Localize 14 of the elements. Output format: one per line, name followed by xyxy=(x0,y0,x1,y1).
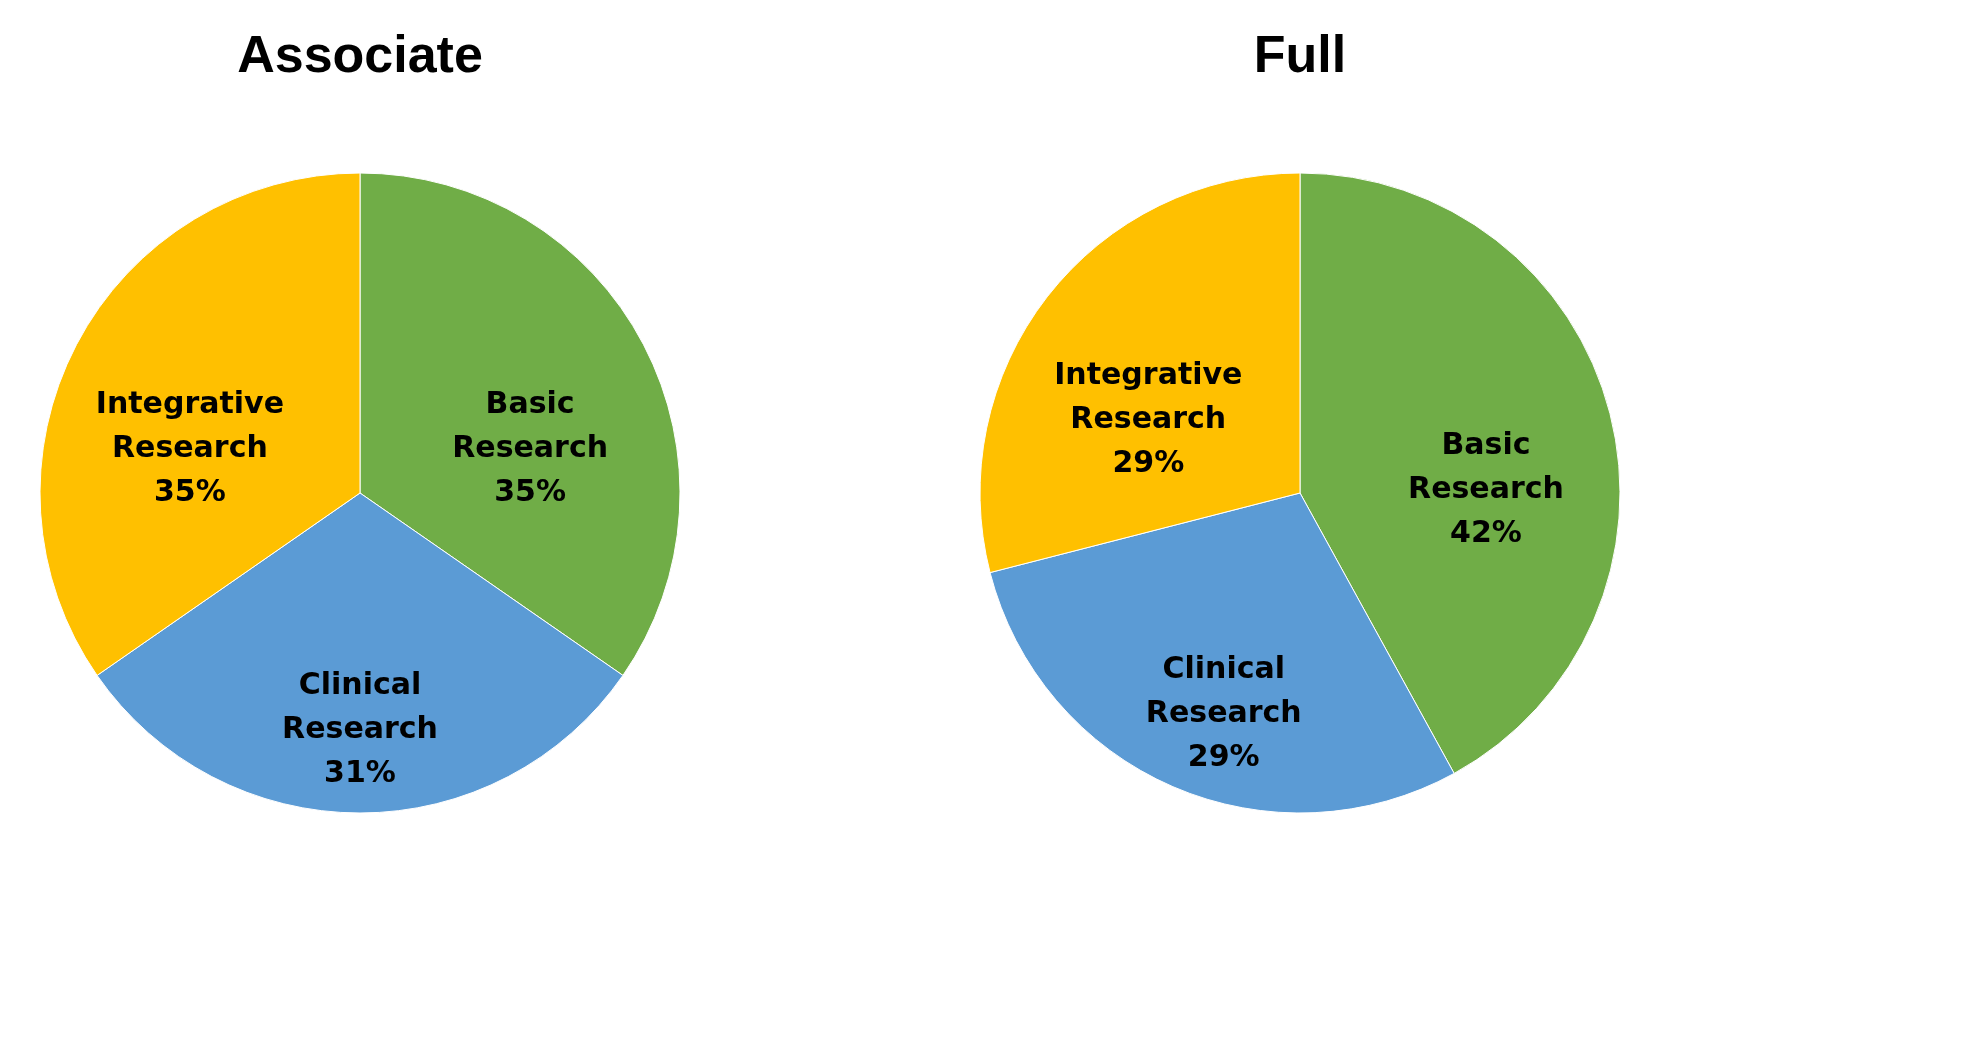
slice-label: Clinical Research xyxy=(282,666,438,745)
data-label: 35% xyxy=(494,472,567,508)
data-label: 42% xyxy=(1450,514,1522,550)
slice-label: Clinical Research xyxy=(1145,650,1302,730)
chart-title: Full xyxy=(1253,25,1347,83)
data-label: 35% xyxy=(153,472,226,508)
slice-label: Integrative Research xyxy=(95,384,285,464)
data-label: 31% xyxy=(324,754,396,789)
data-label: 29% xyxy=(1112,444,1185,480)
slice-label: Integrative Research xyxy=(1054,356,1243,436)
data-label: 29% xyxy=(1187,738,1260,774)
chart-title: Associate xyxy=(237,25,483,83)
slice-label: Basic Research xyxy=(1408,426,1564,506)
slice-label: Basic Research xyxy=(452,384,609,464)
